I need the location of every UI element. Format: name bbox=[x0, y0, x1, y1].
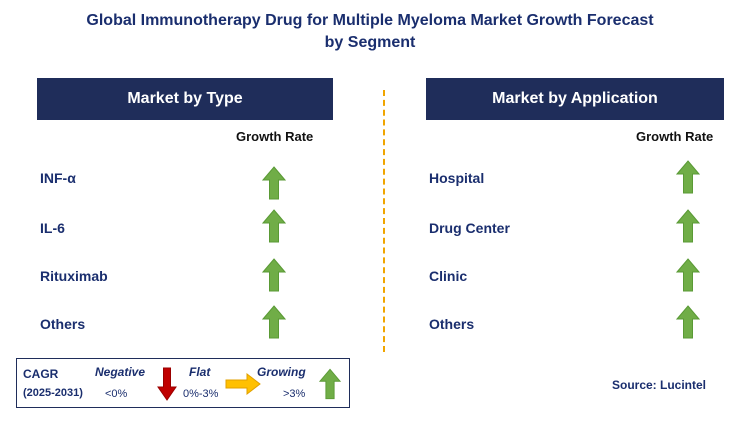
legend-growing-label: Growing bbox=[257, 365, 306, 379]
up-arrow-icon bbox=[262, 305, 286, 339]
type-panel-header: Market by Type bbox=[37, 78, 333, 120]
up-arrow-icon bbox=[676, 305, 700, 339]
legend-negative-range: <0% bbox=[105, 388, 128, 400]
down-arrow-icon bbox=[157, 367, 177, 401]
right-arrow-icon bbox=[225, 373, 261, 395]
title-line-1: Global Immunotherapy Drug for Multiple M… bbox=[86, 12, 654, 29]
legend-flat-range: 0%-3% bbox=[183, 388, 219, 400]
legend-growing-range: >3% bbox=[283, 388, 306, 400]
panel-divider bbox=[383, 90, 385, 352]
type-row-label: INF-α bbox=[40, 170, 76, 186]
legend-flat-label: Flat bbox=[189, 365, 211, 379]
legend-cagr-label: CAGR bbox=[23, 367, 59, 381]
application-row-label: Drug Center bbox=[429, 220, 510, 236]
up-arrow-icon bbox=[262, 166, 286, 200]
type-row-label: IL-6 bbox=[40, 220, 65, 236]
title-line-2: by Segment bbox=[324, 34, 416, 51]
application-row-label: Clinic bbox=[429, 268, 468, 284]
cagr-legend: CAGR (2025-2031) Negative <0% Flat 0%-3%… bbox=[16, 358, 350, 408]
page-title: Global Immunotherapy Drug for Multiple M… bbox=[0, 10, 740, 54]
up-arrow-icon bbox=[262, 209, 286, 243]
up-arrow-icon bbox=[676, 160, 700, 194]
application-row-label: Hospital bbox=[429, 170, 485, 186]
type-growth-rate-label: Growth Rate bbox=[236, 129, 314, 144]
application-panel-header: Market by Application bbox=[426, 78, 724, 120]
type-row-label: Rituximab bbox=[40, 268, 108, 284]
legend-period-label: (2025-2031) bbox=[23, 387, 83, 399]
legend-negative-label: Negative bbox=[95, 365, 146, 379]
application-row-label: Others bbox=[429, 316, 475, 332]
up-arrow-icon bbox=[319, 368, 341, 400]
up-arrow-icon bbox=[676, 209, 700, 243]
type-row-label: Others bbox=[40, 316, 86, 332]
source-label: Source: Lucintel bbox=[612, 378, 707, 392]
application-growth-rate-label: Growth Rate bbox=[636, 129, 714, 144]
up-arrow-icon bbox=[676, 258, 700, 292]
up-arrow-icon bbox=[262, 258, 286, 292]
